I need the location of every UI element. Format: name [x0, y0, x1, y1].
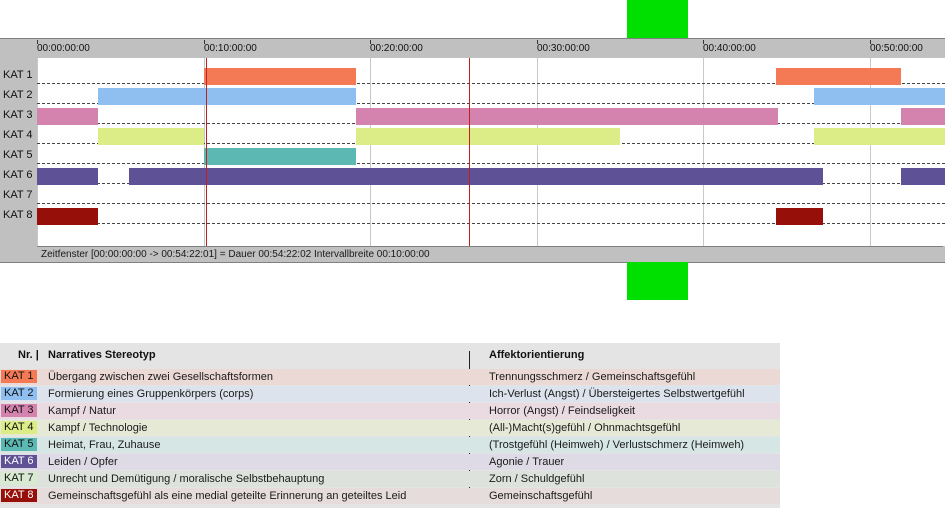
tick-label: 00:50:00:00 [870, 43, 923, 54]
tick-label: 00:30:00:00 [537, 43, 590, 54]
segment-kat2[interactable] [814, 88, 945, 105]
legend-header-stereotyp: Narratives Stereotyp [48, 349, 156, 361]
row-guide-kat7 [37, 203, 945, 204]
legend-row: KAT 8 Gemeinschaftsgefühl als eine medial… [0, 488, 780, 504]
playhead-marker-top[interactable] [627, 0, 688, 39]
row-label-kat3: KAT 3 [3, 109, 33, 121]
legend-row: KAT 7 Unrecht und Demütigung / moralische… [0, 471, 780, 487]
legend-affekt: (All-)Macht(s)gefühl / Ohnmachtsgefühl [489, 422, 681, 434]
legend-swatch-kat5: KAT 5 [1, 438, 37, 451]
segment-kat6[interactable] [901, 168, 945, 185]
legend-row: KAT 5 Heimat, Frau, Zuhause (Trostgefühl (… [0, 437, 780, 453]
legend-stereotyp: Kampf / Natur [48, 405, 116, 417]
segment-kat8[interactable] [37, 208, 98, 225]
row-guide-kat1 [37, 83, 945, 84]
tick-label: 00:40:00:00 [703, 43, 756, 54]
legend-affekt: (Trostgefühl (Heimweh) / Verlustschmerz … [489, 439, 745, 451]
segment-kat6[interactable] [37, 168, 98, 185]
segment-kat3[interactable] [356, 108, 778, 125]
legend-affekt: Trennungsschmerz / Gemeinschaftsgefühl [489, 371, 696, 383]
tick-mark [37, 40, 38, 44]
legend-stereotyp: Leiden / Opfer [48, 456, 118, 468]
legend-swatch-kat1: KAT 1 [1, 370, 37, 383]
segment-kat4[interactable] [814, 128, 945, 145]
cut-marker [469, 58, 470, 246]
legend-row: KAT 3 Kampf / Natur Horror (Angst) / Feind… [0, 403, 780, 419]
row-label-kat8: KAT 8 [3, 209, 33, 221]
legend-row: KAT 1 Übergang zwischen zwei Gesellschaft… [0, 369, 780, 385]
grid-line [870, 58, 871, 246]
time-ruler[interactable]: 00:00:00:00 00:10:00:00 00:20:00:00 00:30:0… [37, 40, 945, 59]
tick-label: 00:10:00:00 [204, 43, 257, 54]
legend-swatch-kat8: KAT 8 [1, 489, 37, 502]
segment-kat8[interactable] [776, 208, 823, 225]
legend-swatch-kat6: KAT 6 [1, 455, 37, 468]
legend-swatch-kat4: KAT 4 [1, 421, 37, 434]
tick-mark [870, 40, 871, 44]
grid-line [703, 58, 704, 246]
legend-stereotyp: Gemeinschaftsgefühl als eine medial gete… [48, 490, 407, 502]
legend-row: KAT 6 Leiden / Opfer Agonie / Trauer [0, 454, 780, 470]
row-guide-kat2 [37, 103, 945, 104]
segment-kat2[interactable] [98, 88, 356, 105]
row-label-kat2: KAT 2 [3, 89, 33, 101]
status-bar: Zeitfenster [00:00:00:00 -> 00:54:22:01]… [37, 246, 943, 262]
segment-kat3[interactable] [901, 108, 945, 125]
segment-kat4[interactable] [356, 128, 620, 145]
tick-mark [204, 40, 205, 44]
legend-row: KAT 2 Formierung eines Gruppenkörpers (co… [0, 386, 780, 402]
playhead-marker-bottom[interactable] [627, 262, 688, 300]
segment-kat1[interactable] [204, 68, 356, 85]
row-label-kat4: KAT 4 [3, 129, 33, 141]
legend-table: Nr. | Narratives Stereotyp Affektorienti… [0, 343, 780, 508]
legend-stereotyp: Formierung eines Gruppenkörpers (corps) [48, 388, 254, 400]
row-guide-kat5 [37, 163, 945, 164]
grid-line [37, 58, 38, 246]
tick-mark [370, 40, 371, 44]
tick-label: 00:20:00:00 [370, 43, 423, 54]
legend-stereotyp: Heimat, Frau, Zuhause [48, 439, 161, 451]
legend-header-nr: Nr. | [18, 349, 39, 361]
segment-kat4[interactable] [98, 128, 204, 145]
tick-mark [703, 40, 704, 44]
legend-affekt: Zorn / Schuldgefühl [489, 473, 585, 485]
segment-kat1[interactable] [776, 68, 901, 85]
row-label-kat7: KAT 7 [3, 189, 33, 201]
legend-swatch-kat2: KAT 2 [1, 387, 37, 400]
legend-swatch-kat7: KAT 7 [1, 472, 37, 485]
row-label-kat1: KAT 1 [3, 69, 33, 81]
timeline-plot[interactable] [37, 58, 945, 246]
row-label-kat6: KAT 6 [3, 169, 33, 181]
tick-label: 00:00:00:00 [37, 43, 90, 54]
row-label-kat5: KAT 5 [3, 149, 33, 161]
grid-line [537, 58, 538, 246]
segment-kat5[interactable] [204, 148, 356, 165]
tick-mark [537, 40, 538, 44]
row-guide-kat8 [37, 223, 945, 224]
grid-line [370, 58, 371, 246]
cut-marker [206, 58, 207, 246]
legend-stereotyp: Unrecht und Demütigung / moralische Selb… [48, 473, 325, 485]
segment-kat6[interactable] [129, 168, 823, 185]
legend-swatch-kat3: KAT 3 [1, 404, 37, 417]
timeline-panel: 00:00:00:00 00:10:00:00 00:20:00:00 00:30:0… [0, 38, 945, 263]
legend-affekt: Gemeinschaftsgefühl [489, 490, 593, 502]
legend-stereotyp: Kampf / Technologie [48, 422, 148, 434]
legend-stereotyp: Übergang zwischen zwei Gesellschaftsform… [48, 371, 273, 383]
legend-affekt: Ich-Verlust (Angst) / Übersteigertes Sel… [489, 388, 745, 400]
segment-kat3[interactable] [37, 108, 98, 125]
legend-header-affekt: Affektorientierung [489, 349, 585, 361]
legend-row: KAT 4 Kampf / Technologie (All-)Macht(s)ge… [0, 420, 780, 436]
legend-affekt: Agonie / Trauer [489, 456, 565, 468]
legend-affekt: Horror (Angst) / Feindseligkeit [489, 405, 636, 417]
